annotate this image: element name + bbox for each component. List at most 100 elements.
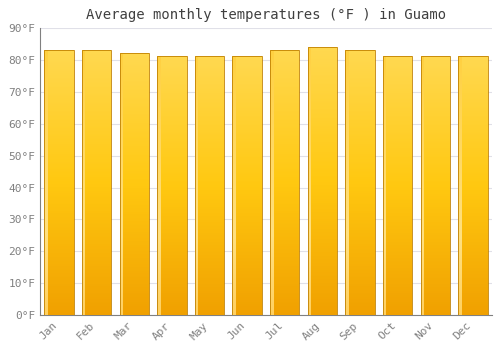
Bar xyxy=(157,155,186,156)
Bar xyxy=(195,231,198,232)
Bar xyxy=(120,226,123,228)
Bar xyxy=(270,300,300,301)
Bar xyxy=(308,185,311,187)
Bar xyxy=(232,86,236,88)
Bar xyxy=(120,183,123,184)
Bar xyxy=(82,268,112,269)
Bar xyxy=(420,231,450,232)
Bar xyxy=(346,53,349,54)
Bar xyxy=(458,158,488,159)
Bar xyxy=(420,181,424,182)
Bar xyxy=(458,185,462,186)
Bar xyxy=(270,246,274,248)
Bar xyxy=(346,55,349,57)
Bar xyxy=(383,122,412,124)
Bar xyxy=(383,147,386,148)
Bar xyxy=(82,161,112,163)
Bar xyxy=(44,226,48,228)
Bar xyxy=(270,176,300,177)
Bar xyxy=(82,229,86,231)
Bar xyxy=(420,59,450,60)
Bar xyxy=(383,159,386,160)
Bar xyxy=(270,313,274,314)
Bar xyxy=(44,72,74,74)
Bar xyxy=(383,241,412,243)
Bar xyxy=(157,202,160,203)
Bar xyxy=(195,111,198,112)
Bar xyxy=(270,189,274,191)
Bar xyxy=(157,99,186,100)
Bar xyxy=(308,278,337,279)
Bar xyxy=(195,265,224,266)
Bar xyxy=(270,103,300,104)
Bar xyxy=(383,129,412,130)
Bar xyxy=(195,203,224,204)
Bar xyxy=(270,156,274,158)
Bar xyxy=(157,264,186,265)
Bar xyxy=(308,86,311,87)
Bar xyxy=(270,146,274,147)
Bar xyxy=(346,282,374,284)
Bar xyxy=(157,185,186,186)
Bar xyxy=(308,230,311,231)
Bar xyxy=(232,276,236,278)
Bar xyxy=(82,289,112,290)
Bar xyxy=(270,132,300,134)
Bar xyxy=(82,57,86,58)
Bar xyxy=(458,213,462,215)
Bar xyxy=(346,200,349,201)
Bar xyxy=(420,190,450,191)
Bar xyxy=(44,290,48,292)
Bar xyxy=(346,193,374,195)
Bar xyxy=(270,241,274,243)
Bar xyxy=(308,290,337,291)
Bar xyxy=(383,112,412,113)
Bar xyxy=(383,250,412,251)
Bar xyxy=(157,73,186,75)
Bar xyxy=(346,265,349,266)
Bar xyxy=(458,215,488,216)
Bar xyxy=(308,250,337,251)
Bar xyxy=(308,211,311,212)
Bar xyxy=(120,230,123,231)
Bar xyxy=(270,167,300,168)
Bar xyxy=(346,161,349,163)
Bar xyxy=(458,107,462,108)
Bar xyxy=(383,225,386,226)
Bar xyxy=(308,141,337,142)
Bar xyxy=(420,100,450,102)
Bar xyxy=(308,102,337,103)
Bar xyxy=(346,274,374,275)
Bar xyxy=(195,156,198,158)
Bar xyxy=(270,217,300,218)
Bar xyxy=(44,224,48,225)
Bar xyxy=(308,117,337,118)
Bar xyxy=(346,286,374,288)
Bar xyxy=(232,59,262,60)
Bar xyxy=(157,310,160,312)
Bar xyxy=(120,65,123,66)
Bar xyxy=(458,273,488,274)
Bar xyxy=(346,111,374,112)
Bar xyxy=(308,157,311,158)
Bar xyxy=(232,126,236,128)
Bar xyxy=(458,219,488,221)
Bar xyxy=(383,170,386,172)
Bar xyxy=(383,218,412,219)
Bar xyxy=(232,258,262,260)
Bar xyxy=(458,68,488,69)
Bar xyxy=(346,89,349,90)
Bar xyxy=(270,60,300,61)
Bar xyxy=(120,178,149,179)
Bar xyxy=(195,145,198,146)
Bar xyxy=(420,261,424,262)
Bar xyxy=(420,280,424,282)
Bar xyxy=(346,99,349,100)
Bar xyxy=(82,192,112,193)
Bar xyxy=(120,195,123,196)
Bar xyxy=(82,240,112,241)
Bar xyxy=(232,280,262,282)
Bar xyxy=(270,130,300,131)
Bar xyxy=(232,212,236,213)
Bar xyxy=(346,179,349,180)
